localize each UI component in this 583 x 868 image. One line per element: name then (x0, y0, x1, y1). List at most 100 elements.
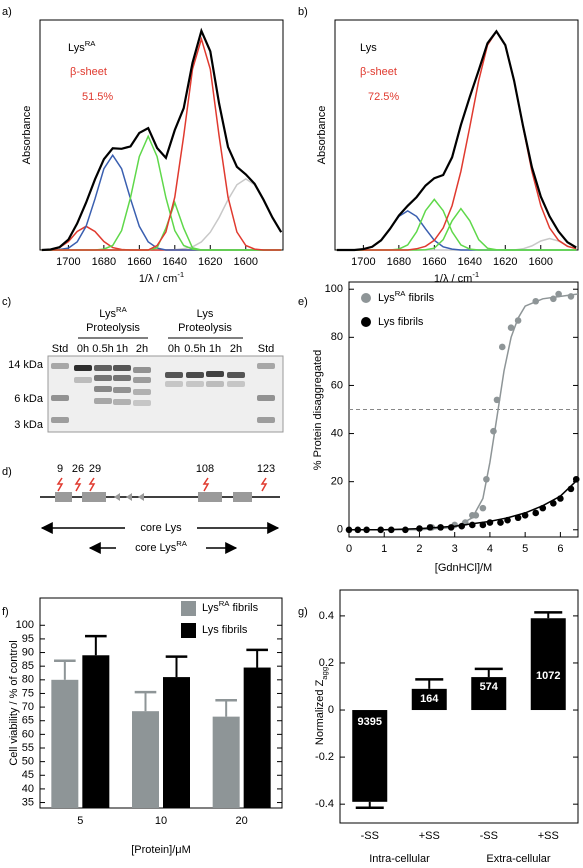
residue-label: 26 (72, 463, 84, 475)
gel-band (133, 400, 151, 406)
bar (411, 688, 447, 711)
text-part: Lys (197, 308, 214, 320)
text-part: fibrils (229, 602, 258, 614)
text-part: Normalized Z (314, 679, 326, 745)
gel-band (186, 372, 204, 378)
x-tick-label: 2 (416, 543, 422, 555)
x-tick-label: -SS (361, 830, 379, 842)
y-tick-label: 0 (337, 524, 343, 536)
lane-label: Std (52, 343, 69, 355)
strand (114, 493, 144, 501)
marker-label: 14 kDa (8, 359, 44, 371)
y-axis-label: Absorbance (21, 106, 33, 165)
annotation: β-sheet (70, 66, 107, 78)
y-tick-label: 100 (325, 283, 343, 295)
gel-band (74, 377, 92, 383)
lane-label: 1h (209, 343, 221, 355)
legend-label: Lys fibrils (378, 316, 424, 328)
chart-title: Lys (360, 42, 377, 54)
gel-band (165, 372, 183, 378)
text-part: Lys fibrils (378, 316, 424, 328)
gel-band (113, 375, 131, 381)
legend-label: LysRA fibrils (202, 599, 259, 614)
data-point (567, 485, 575, 493)
x-tick-label: 1 (381, 543, 387, 555)
legend-label: LysRA fibrils (378, 289, 435, 304)
data-point (493, 396, 501, 404)
legend-marker (361, 317, 371, 327)
data-point (507, 324, 515, 332)
y-tick-label: 0 (328, 704, 334, 716)
group-label: Extra-cellular (486, 853, 551, 865)
legend-swatch (181, 601, 196, 616)
data-point (447, 524, 455, 531)
legend-swatch (181, 623, 196, 638)
gel-band (133, 367, 151, 373)
bar-label: 574 (480, 681, 499, 693)
x-tick-label: 1660 (127, 256, 151, 268)
label-bg (116, 539, 206, 556)
spectrum-line (336, 29, 577, 252)
x-tick-label: 1700 (351, 256, 375, 268)
y-tick-label: -0.2 (315, 751, 334, 763)
x-tick-label: 10 (155, 815, 167, 827)
y-tick-label: 90 (22, 646, 34, 658)
text-part: core Lys (140, 522, 182, 534)
gel-band (257, 363, 275, 369)
bar (352, 710, 388, 802)
lane-label: 1h (116, 343, 128, 355)
helix (55, 492, 72, 502)
panel-label: b) (298, 6, 308, 18)
spectrum-line (41, 36, 282, 251)
residue-label: 9 (57, 463, 63, 475)
gel-band (74, 365, 92, 371)
spectrum-line (336, 30, 577, 251)
core-label: core LysRA (135, 539, 188, 554)
data-point (354, 526, 362, 534)
gel-band (206, 381, 224, 387)
residue-label: 123 (257, 463, 275, 475)
chart-title: LysRA (68, 39, 96, 54)
text-part: -1 (177, 270, 184, 279)
x-tick-label: 1600 (234, 256, 258, 268)
panel-label: f) (2, 606, 9, 618)
gel-group-title: LysRA (99, 305, 127, 320)
label-bg (125, 520, 197, 536)
legend-marker (361, 293, 371, 303)
gel-band (51, 417, 69, 423)
data-point (550, 295, 557, 303)
y-tick-label: 80 (22, 674, 34, 686)
data-point (567, 293, 575, 300)
data-point (486, 519, 494, 526)
data-point (539, 504, 547, 512)
lane-label: 0h (168, 343, 180, 355)
data-point (479, 521, 487, 529)
text-part: Lys (378, 292, 395, 304)
data-point (437, 524, 444, 531)
x-tick-label: 1680 (92, 256, 116, 268)
gel-group-title: Lys (197, 308, 214, 320)
data-point (483, 475, 490, 483)
text-part: RA (219, 599, 231, 608)
gel-band (186, 381, 204, 387)
text-part: RA (395, 289, 407, 298)
lane-label: 2h (230, 343, 242, 355)
text-part: Lys (360, 42, 377, 54)
core-label: core Lys (140, 522, 182, 534)
panel-label: a) (2, 6, 12, 18)
gel-group-subtitle: Proteolysis (178, 322, 232, 334)
data-point (504, 516, 511, 524)
text-part: Lys (68, 42, 85, 54)
bar (243, 667, 271, 808)
x-tick-label: 1660 (422, 256, 446, 268)
data-point (497, 519, 504, 526)
x-tick-label: 1620 (198, 256, 222, 268)
y-tick-label: 40 (331, 427, 343, 439)
y-axis-label: Cell viability / % of control (8, 640, 20, 765)
x-tick-label: -SS (480, 830, 498, 842)
sequence-diagram: 9 26 29 108 123 core Lys core LysRA (40, 463, 280, 556)
lane-label: 0.5h (184, 343, 205, 355)
y-tick-label: 0.2 (319, 657, 334, 669)
data-point (479, 504, 487, 512)
